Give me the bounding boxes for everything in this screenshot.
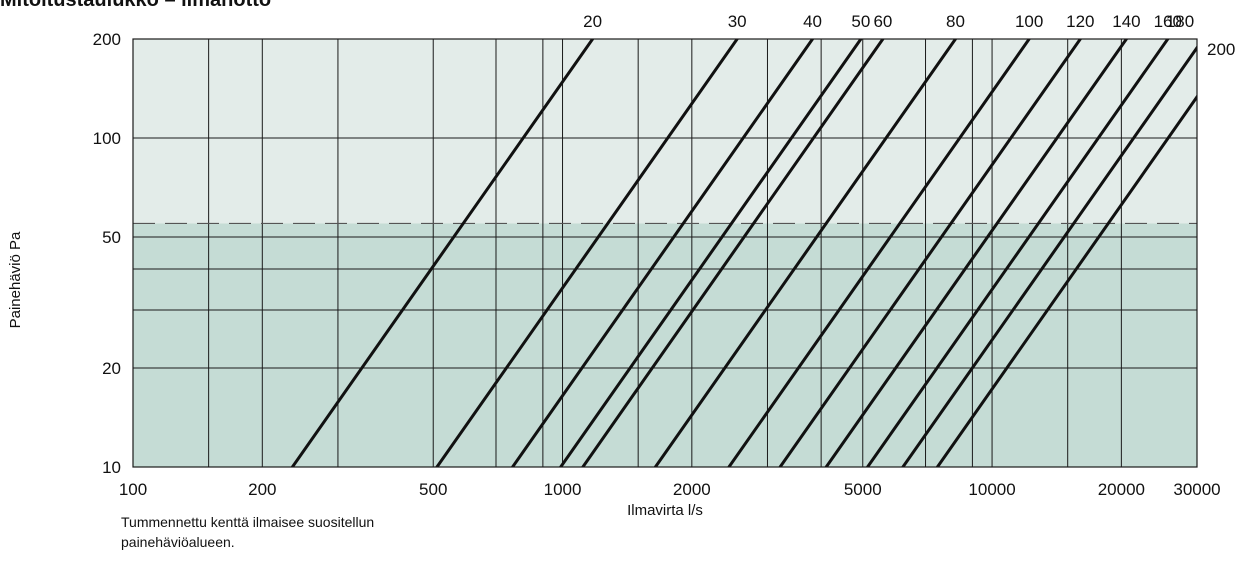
right-axis-label: 200	[1207, 40, 1235, 59]
series-label: 180	[1166, 12, 1194, 31]
series-line	[435, 39, 739, 467]
y-tick-label: 10	[102, 458, 121, 477]
series-line	[778, 39, 1082, 467]
y-tick-label: 50	[102, 228, 121, 247]
series-label: 60	[873, 12, 892, 31]
y-tick-label: 100	[93, 129, 121, 148]
x-tick-label: 5000	[844, 480, 882, 499]
series-label: 30	[728, 12, 747, 31]
series-line	[559, 39, 863, 467]
y-axis-label: Painehäviö Pa	[7, 231, 24, 328]
x-tick-label: 10000	[968, 480, 1015, 499]
series-line	[290, 39, 595, 467]
y-tick-labels: 10 20 50 100 200	[93, 30, 121, 477]
footnote: Tummennettu kenttä ilmaisee suositellun …	[121, 514, 375, 550]
chart-title: Mitoitustaulukko – ilmanotto	[0, 0, 271, 11]
series-line	[866, 39, 1170, 467]
series-line	[727, 39, 1031, 467]
series-label: 140	[1112, 12, 1140, 31]
series-label: 40	[803, 12, 822, 31]
series-line	[935, 94, 1197, 467]
y-tick-label: 20	[102, 359, 121, 378]
x-tick-label: 20000	[1098, 480, 1145, 499]
series-lines	[290, 39, 1197, 467]
series-label: 160	[1154, 12, 1182, 31]
x-tick-label: 30000	[1173, 480, 1220, 499]
series-line	[581, 39, 885, 467]
unrecommended-zone	[133, 39, 1197, 224]
series-line	[901, 45, 1197, 467]
series-label: 20	[583, 12, 602, 31]
series-label: 100	[1015, 12, 1043, 31]
series-line	[511, 39, 815, 467]
y-tick-label: 200	[93, 30, 121, 49]
series-label: 120	[1066, 12, 1094, 31]
x-tick-label: 100	[119, 480, 147, 499]
recommended-zone	[133, 223, 1197, 467]
series-line	[653, 39, 957, 467]
x-tick-label: 500	[419, 480, 447, 499]
x-tick-labels: 100 200 500 1000 2000 5000 10000 20000 30000	[119, 480, 1221, 499]
series-label: 50	[851, 12, 870, 31]
x-tick-label: 2000	[673, 480, 711, 499]
x-axis-label: Ilmavirta l/s	[627, 502, 703, 519]
plot-border	[132, 38, 1198, 468]
series-line	[824, 39, 1128, 467]
chart-background	[133, 39, 1197, 467]
x-tick-label: 200	[248, 480, 276, 499]
series-label: 80	[946, 12, 965, 31]
x-tick-label: 1000	[544, 480, 582, 499]
